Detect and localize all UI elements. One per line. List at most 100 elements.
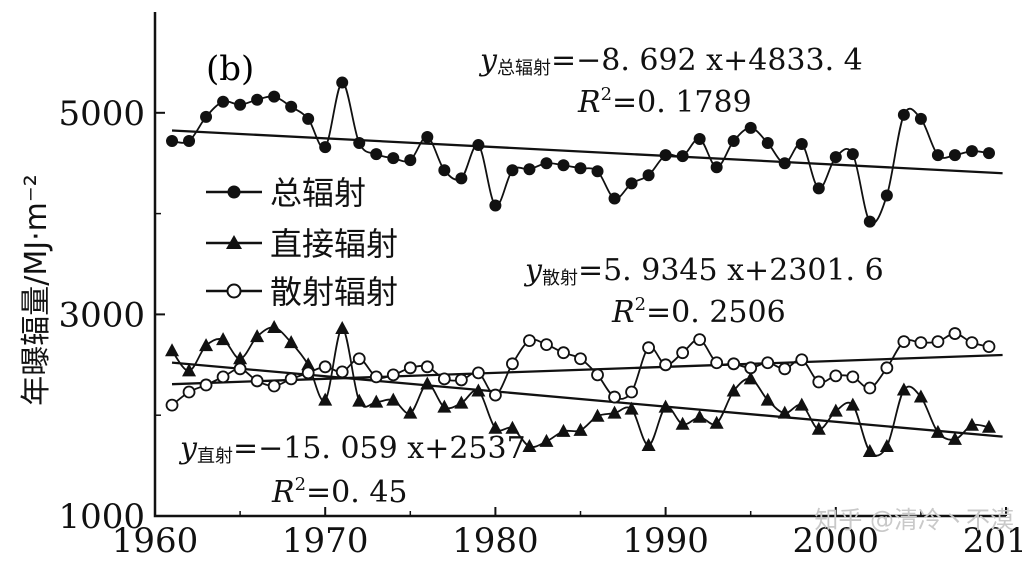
legend-item-diffuse: 散射辐射	[206, 273, 398, 311]
point-direct	[641, 437, 656, 451]
point-direct	[454, 395, 469, 409]
point-direct	[284, 335, 299, 349]
legend-label-direct: 直接辐射	[270, 225, 398, 263]
point-total	[353, 137, 366, 150]
r2-total-value: =0. 1789	[612, 85, 752, 120]
point-direct	[590, 408, 605, 422]
point-diffuse	[591, 368, 604, 382]
point-direct	[811, 421, 826, 435]
point-direct	[607, 405, 622, 419]
point-total	[506, 164, 519, 177]
point-diffuse	[454, 373, 468, 387]
point-total	[693, 133, 706, 146]
point-diffuse	[420, 360, 434, 374]
point-diffuse	[880, 361, 894, 375]
point-total	[455, 172, 468, 185]
point-diffuse	[710, 356, 724, 370]
watermark: 知乎 @清冷丶不漠	[814, 506, 1014, 534]
point-diffuse	[335, 365, 349, 379]
legend-marker-diffuse	[226, 283, 242, 299]
point-direct	[471, 383, 486, 397]
point-diffuse	[557, 346, 570, 360]
point-total	[880, 189, 893, 202]
point-total	[183, 135, 196, 148]
r2-diffuse: R2=0. 2506	[611, 294, 786, 330]
r2-total: R2=0. 1789	[577, 84, 752, 120]
point-direct	[335, 321, 350, 335]
point-direct	[930, 424, 945, 438]
point-total	[319, 141, 332, 154]
point-direct	[182, 363, 197, 377]
point-diffuse	[812, 375, 826, 389]
point-diffuse	[284, 372, 298, 386]
point-total	[421, 130, 434, 143]
point-total	[574, 162, 587, 175]
point-total	[829, 151, 842, 164]
point-diffuse	[795, 353, 809, 367]
x-tick-label: 1980	[452, 521, 539, 561]
point-total	[591, 165, 604, 178]
point-direct	[913, 389, 928, 403]
r2-direct-exp: 2	[295, 474, 306, 495]
point-total	[387, 152, 400, 165]
point-diffuse	[863, 381, 877, 395]
x-tick-label: 2000	[793, 521, 880, 561]
eq-direct-sub: 直射	[197, 446, 233, 467]
point-direct	[165, 343, 180, 357]
point-diffuse	[744, 361, 758, 375]
point-total	[761, 137, 774, 150]
point-total	[285, 100, 298, 113]
point-total	[268, 90, 281, 103]
point-diffuse	[829, 369, 843, 383]
ticks: 1960 1970 1980 1990 2000 2010 1000 3000 5000	[58, 94, 1022, 561]
point-total	[200, 110, 213, 123]
point-diffuse	[982, 340, 996, 354]
point-diffuse	[778, 362, 792, 376]
point-diffuse	[727, 357, 741, 371]
point-diffuse	[199, 378, 213, 392]
panel-label: (b)	[206, 49, 254, 89]
point-total	[404, 154, 417, 167]
point-total	[812, 182, 825, 195]
point-diffuse	[676, 346, 690, 360]
point-diffuse	[965, 336, 979, 350]
eq-diffuse-rhs: =5. 9345 x+2301. 6	[578, 253, 884, 288]
eq-diffuse-sub: 散射	[542, 268, 578, 289]
point-diffuse	[659, 358, 672, 372]
point-total	[965, 145, 978, 158]
point-total	[863, 215, 876, 228]
legend-marker-total	[227, 185, 241, 199]
point-direct	[420, 376, 435, 390]
point-diffuse	[182, 385, 196, 399]
r2-diffuse-value: =0. 2506	[646, 295, 786, 330]
point-direct	[573, 422, 588, 436]
legend-item-total: 总辐射	[206, 174, 366, 212]
point-total	[540, 157, 553, 170]
point-diffuse	[250, 374, 264, 388]
point-total	[217, 95, 230, 108]
point-total	[710, 161, 723, 174]
y-tick-label: 1000	[58, 497, 145, 537]
eq-direct-rhs: =−15. 059 x+2537	[233, 431, 526, 466]
point-diffuse	[948, 327, 962, 340]
point-direct	[862, 443, 877, 457]
point-direct	[828, 403, 843, 417]
point-total	[948, 149, 961, 162]
point-total	[523, 163, 536, 176]
point-diffuse	[642, 341, 655, 355]
r2-direct-value: =0. 45	[306, 475, 407, 510]
point-direct	[760, 392, 775, 406]
equation-direct: y直射=−15. 059 x+2537	[178, 431, 526, 467]
point-direct	[539, 433, 554, 447]
point-total	[642, 169, 655, 182]
point-total	[744, 121, 757, 134]
point-total	[336, 76, 349, 89]
point-direct	[658, 399, 673, 413]
eq-total-y: y	[478, 43, 498, 78]
point-direct	[794, 397, 809, 411]
point-total	[625, 177, 638, 190]
point-diffuse	[369, 370, 383, 384]
point-total	[795, 138, 808, 151]
trend-line-total	[171, 129, 1003, 175]
